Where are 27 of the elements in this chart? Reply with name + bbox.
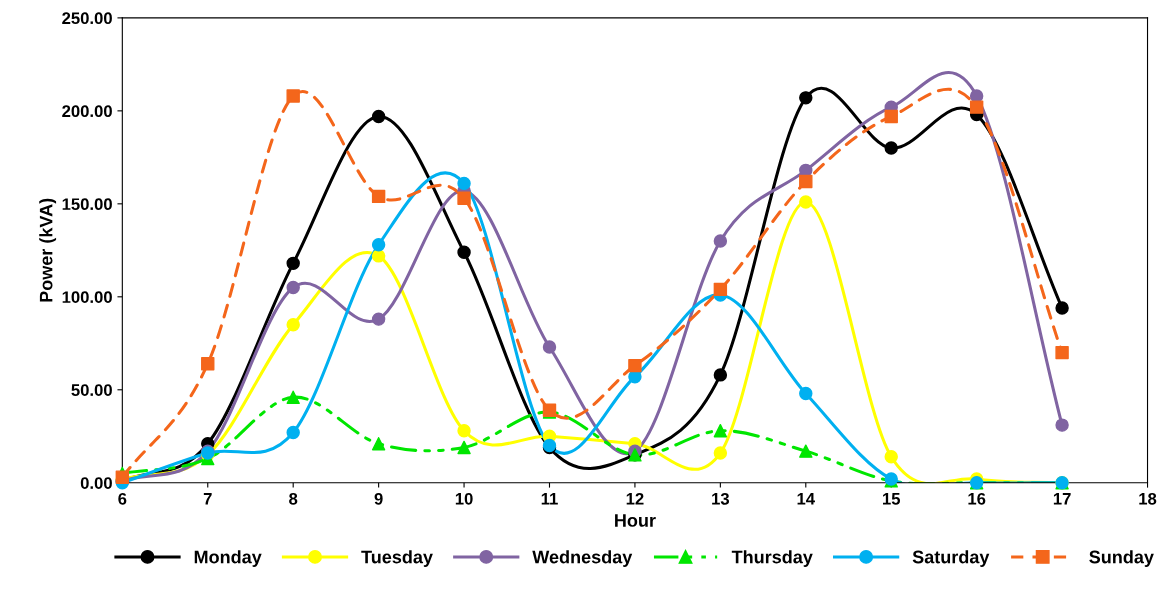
x-tick-label: 11 (541, 493, 558, 505)
y-tick-label: 100.00 (62, 291, 112, 304)
legend-label: Saturday (912, 550, 990, 567)
y-tick-label: 200.00 (62, 105, 112, 118)
x-tick-label: 7 (203, 493, 212, 505)
x-tick-label: 18 (1139, 492, 1157, 505)
x-tick-label: 10 (455, 492, 473, 505)
x-tick-label: 15 (883, 493, 901, 505)
x-tick-label: 16 (968, 492, 986, 505)
x-tick-label: 17 (1053, 493, 1071, 505)
x-tick-label: 13 (712, 492, 730, 505)
y-tick-label: 150.00 (62, 198, 112, 211)
y-axis-title: Power (kVA) (39, 198, 57, 302)
legend-label: Sunday (1089, 550, 1154, 567)
legend-label: Monday (194, 550, 262, 567)
x-tick-label: 8 (289, 492, 298, 505)
x-tick-label: 12 (626, 492, 644, 505)
x-tick-label: 6 (118, 492, 127, 505)
x-tick-label: 14 (797, 493, 815, 505)
x-tick-label: 9 (374, 492, 383, 505)
legend-label: Tuesday (361, 550, 433, 567)
legend-label: Thursday (731, 550, 813, 567)
y-tick-label: 50.00 (71, 384, 112, 396)
y-tick-label: 0.00 (80, 477, 112, 489)
legend-label: Wednesday (532, 550, 633, 567)
x-axis-title: Hour (615, 514, 656, 527)
y-tick-label: 250.00 (62, 12, 112, 25)
